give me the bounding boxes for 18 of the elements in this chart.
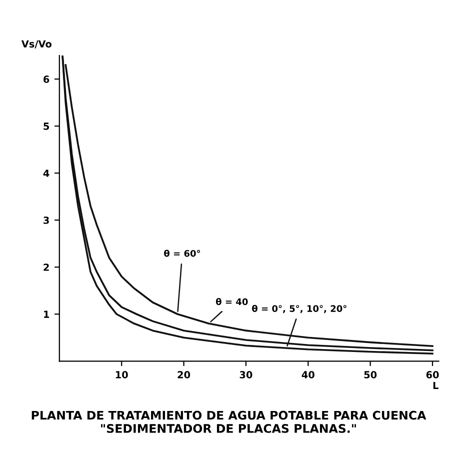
text: PLANTA DE TRATAMIENTO DE AGUA POTABLE PARA CUENCA "SEDIMENTADOR DE PLACAS PLANAS." [32,410,426,433]
annotation: θ = 40 [216,298,248,306]
y-tick-label: 4 [43,170,50,177]
y-tick-label: 2 [44,264,49,271]
x-tick-label: 60 [426,371,439,378]
x-tick-label: 20 [178,371,190,378]
x-tick-label: 30 [240,371,252,378]
x-tick-label: 50 [364,371,377,378]
annotation: θ = 0°, 5°, 10°, 20° [252,304,346,314]
y-tick-label: 3 [44,216,49,224]
y-tick-label: 5 [44,122,50,130]
annotation: θ = 60° [164,250,200,257]
y-axis-title: Vs/Vo [21,40,52,48]
y-tick-label: 1 [44,310,50,318]
x-axis-title: L [433,382,438,390]
x-tick-label: 40 [302,371,314,378]
x-tick-label: 10 [116,371,128,378]
y-tick-label: 6 [44,76,50,83]
